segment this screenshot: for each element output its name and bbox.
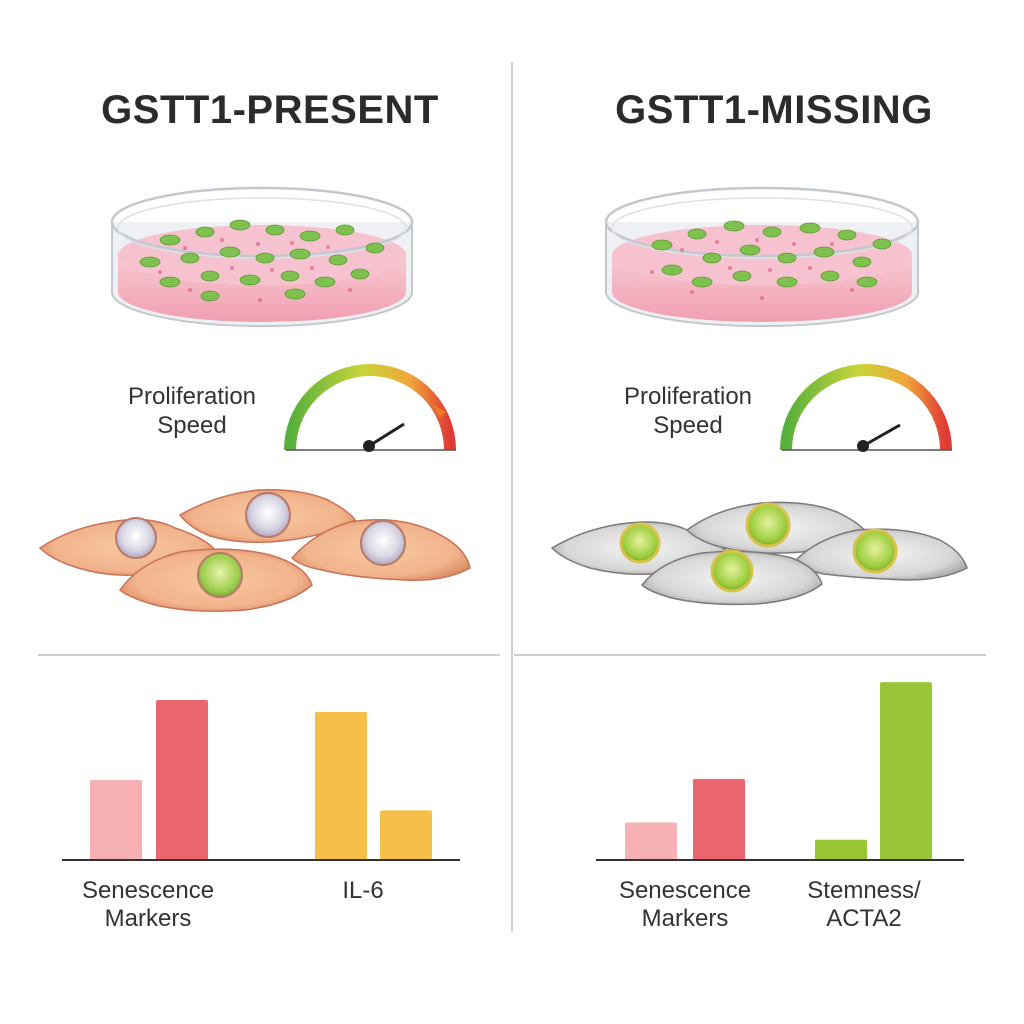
petri-dish [604, 186, 920, 327]
gstt1-missing-panel: GSTT1-MISSING [512, 0, 1024, 1024]
proliferation-speed-label: Proliferation Speed [110, 382, 274, 440]
bar-stemness-acta2-2 [880, 682, 932, 860]
left-horizontal-divider [38, 654, 500, 656]
category-label: Senescence [619, 877, 751, 904]
petri-dish-illustration [550, 186, 968, 606]
panel-title: GSTT1-PRESENT [101, 88, 439, 132]
label-line-2: Speed [653, 412, 723, 439]
label-line-1: Proliferation [127, 383, 257, 410]
gauge-needle [862, 423, 901, 448]
vertical-divider [511, 62, 513, 932]
bar-il-6-2 [380, 810, 432, 860]
proliferation-speed-label: Proliferation Speed [606, 382, 770, 440]
bar-senescence-markers-2 [156, 700, 208, 860]
category-label: Senescence [82, 877, 214, 904]
bar-senescence-markers-2 [693, 778, 745, 860]
category-label: Markers [105, 905, 192, 932]
proliferation-gauge [780, 364, 952, 452]
label-line-2: Speed [157, 412, 227, 439]
label-line-1: Proliferation [623, 383, 753, 410]
proliferation-gauge [284, 364, 456, 452]
panel-title: GSTT1-MISSING [615, 88, 933, 132]
category-label: ACTA2 [826, 905, 902, 932]
category-label: Stemness/ [807, 877, 921, 904]
gstt1-present-panel: GSTT1-PRESENT [38, 88, 471, 932]
category-label: IL-6 [342, 877, 383, 904]
bar-stemness-acta2-1 [815, 839, 867, 860]
petri-dish-illustration [38, 186, 471, 612]
bar-senescence-markers-1 [625, 822, 677, 860]
gauge-needle [368, 422, 405, 448]
cell-cluster [550, 501, 968, 606]
category-label: Markers [642, 905, 729, 932]
petri-dish [110, 186, 414, 327]
bar-senescence-markers-1 [90, 780, 142, 860]
cell-cluster [38, 488, 471, 612]
right-horizontal-divider [514, 654, 986, 656]
bar-il-6-1 [315, 712, 367, 860]
